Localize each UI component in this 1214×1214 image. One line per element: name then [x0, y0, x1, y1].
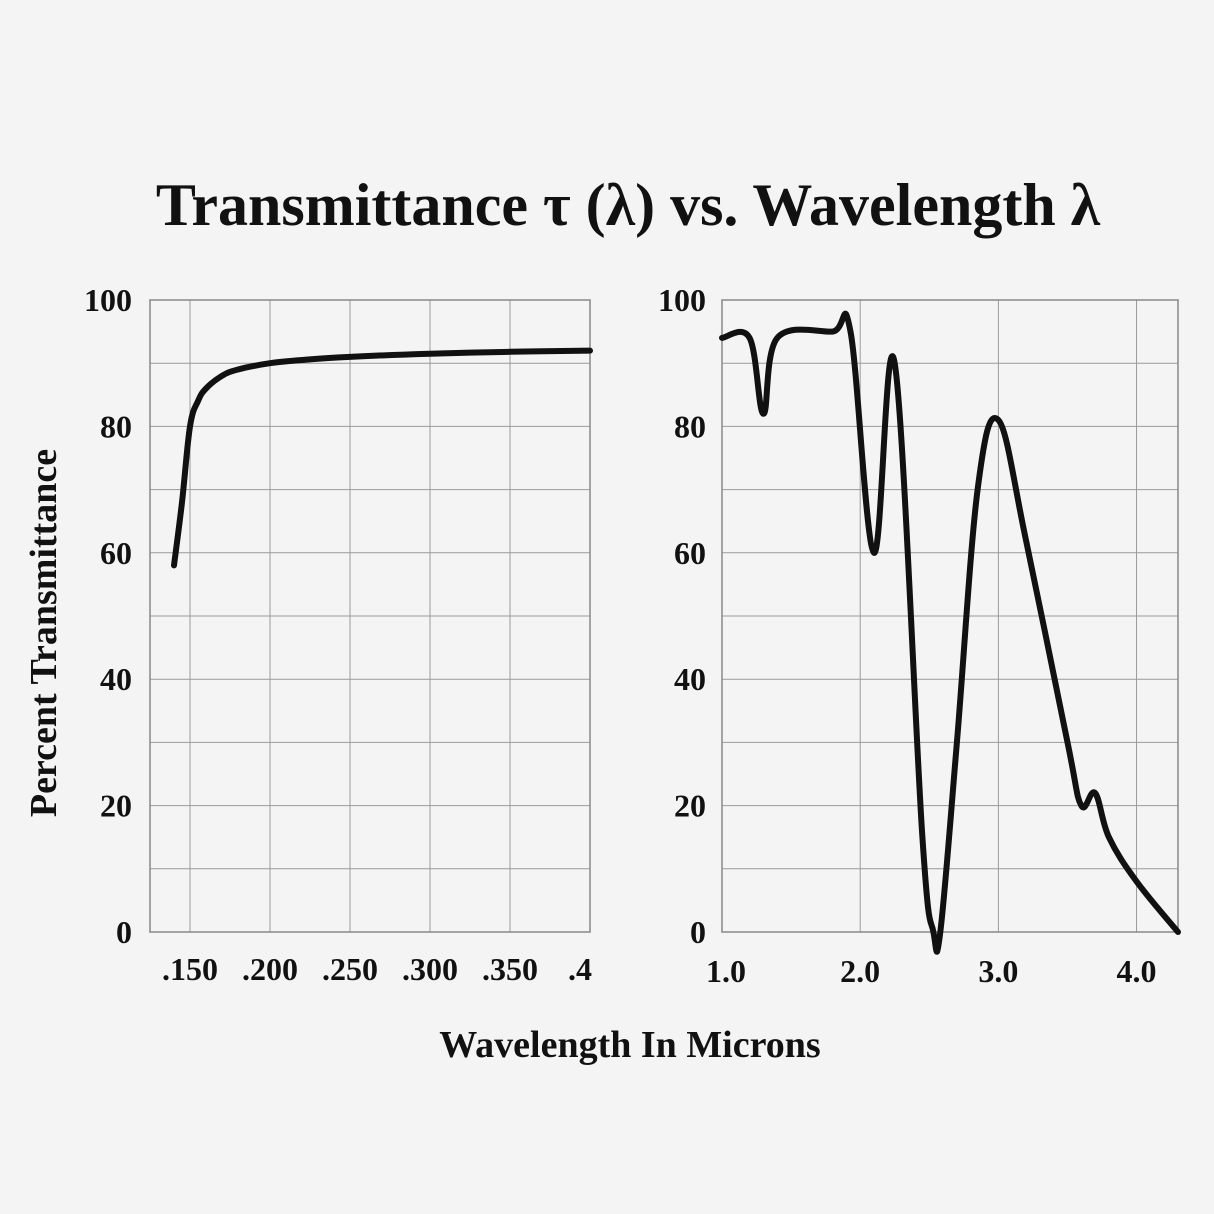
x-tick-label: .250	[322, 951, 378, 987]
grid	[150, 300, 590, 932]
y-axis-label: Percent Transmittance	[23, 449, 65, 817]
y-tick-label: 40	[674, 661, 706, 697]
x-tick-label: .4	[568, 951, 592, 987]
x-tick-label: .350	[482, 951, 538, 987]
left-panel: 0 20 40 60 80 100 .150 .200 .250 .300 .350 .4	[84, 282, 593, 987]
y-tick-label: 80	[674, 408, 706, 444]
y-tick-label: 100	[84, 282, 132, 318]
x-tick-label: .200	[242, 951, 298, 987]
x-axis-label: Wavelength In Microns	[439, 1024, 820, 1066]
x-tick-label: 2.0	[840, 953, 880, 989]
plot-frame	[721, 299, 1179, 933]
y-tick-label: 20	[100, 788, 132, 824]
y-tick-label: 80	[100, 408, 132, 444]
y-tick-label: 60	[674, 535, 706, 571]
chart-title: Transmittance τ (λ) vs. Wavelength λ	[156, 172, 1101, 238]
y-tick-label: 100	[658, 282, 706, 318]
transmittance-curve	[719, 310, 1181, 955]
transmittance-curve	[171, 347, 593, 569]
x-tick-label: .300	[402, 951, 458, 987]
y-tick-label: 60	[100, 535, 132, 571]
plot-frame	[149, 299, 591, 933]
y-tick-label: 40	[100, 661, 132, 697]
x-tick-label: 4.0	[1117, 953, 1157, 989]
x-tick-label: 1.0	[706, 953, 746, 989]
x-tick-label: 3.0	[978, 953, 1018, 989]
y-tick-label: 20	[674, 788, 706, 824]
x-tick-label: .150	[162, 951, 218, 987]
y-tick-label: 0	[690, 914, 706, 950]
y-tick-label: 0	[116, 914, 132, 950]
right-panel: 0 20 40 60 80 100 1.0 2.0 3.0 4.0	[658, 282, 1181, 989]
